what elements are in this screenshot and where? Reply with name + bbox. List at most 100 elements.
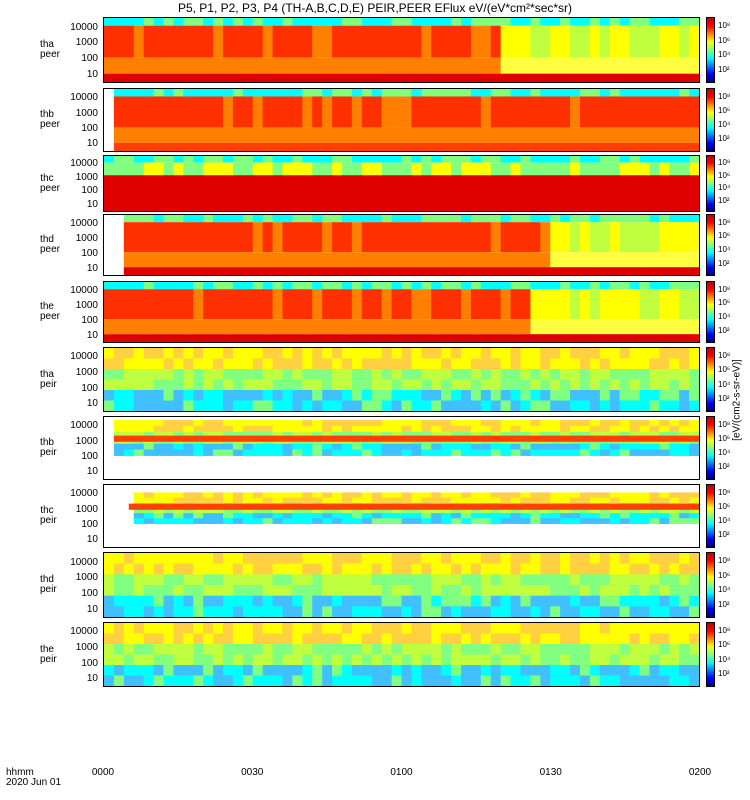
peir-cell: [570, 654, 581, 666]
peir-cell: [609, 358, 621, 370]
peer-main-cell: [421, 222, 432, 253]
peer-main-cell: [451, 289, 462, 320]
peir-cell: [143, 518, 155, 524]
peer-mid-cell: [351, 57, 363, 74]
peir-cell: [203, 348, 214, 359]
peir-cell: [381, 623, 393, 634]
peir-cell: [183, 431, 194, 439]
peer-low-cell: [232, 267, 244, 275]
peir-cell: [649, 507, 660, 514]
peir-cell: [232, 654, 244, 666]
peer-low-cell: [639, 267, 650, 275]
peir-cell: [520, 390, 531, 401]
peir-cell: [679, 369, 690, 380]
peir-cell: [421, 431, 432, 439]
peir-cell: [649, 449, 660, 456]
peer-mid-cell: [292, 127, 303, 143]
peir-cell: [629, 585, 640, 597]
chart-title: P5, P1, P2, P3, P4 (TH-A,B,C,D,E) PEIR,P…: [177, 1, 573, 15]
peer-mid-cell: [639, 57, 650, 74]
peir-cell: [302, 425, 313, 433]
peer-main-cell: [232, 96, 244, 128]
colorbar-thc-peer: [706, 155, 715, 212]
y-tick-label: 10000: [70, 351, 98, 363]
peir-cell: [381, 443, 393, 451]
peir-cell: [262, 623, 274, 634]
peer-top-cell: [470, 18, 482, 26]
peir-cell: [232, 553, 244, 565]
peer-top-cell: [639, 18, 650, 26]
peer-main-cell: [659, 25, 670, 58]
peir-cell: [609, 449, 621, 456]
peer-main-cell: [570, 25, 581, 58]
peir-cell: [609, 563, 621, 575]
peir-cell: [401, 585, 412, 597]
peir-cell: [649, 518, 660, 524]
peer-top-cell: [589, 282, 601, 290]
peir-cell: [193, 420, 204, 427]
peir-cell: [629, 675, 640, 686]
peir-cell: [451, 623, 462, 634]
colorbar-tick-label: 10⁶: [718, 106, 731, 116]
peir-cell: [401, 513, 412, 519]
peir-cell: [153, 606, 164, 617]
peir-cell: [113, 585, 125, 597]
y-tick-label: 100: [81, 518, 98, 530]
peer-main-cell: [411, 96, 422, 128]
peer-mid-cell: [441, 252, 452, 268]
peir-cell: [520, 563, 531, 575]
peir-cell: [490, 513, 502, 519]
peer-top-cell: [619, 282, 631, 290]
peer-mid-cell: [599, 252, 611, 268]
peir-cell: [302, 497, 313, 504]
peir-cell: [599, 518, 611, 524]
peer-top-cell: [510, 18, 521, 26]
peir-cell: [461, 665, 472, 676]
peir-cell: [302, 449, 313, 456]
peir-cell: [589, 563, 601, 575]
peir-cell: [133, 574, 145, 586]
peer-low-cell: [510, 334, 521, 342]
peer-main-cell: [490, 222, 502, 253]
peer-top-cell: [679, 215, 690, 223]
peer-main-cell: [461, 96, 472, 128]
peir-cell: [421, 348, 432, 359]
peir-cell: [262, 665, 274, 676]
peer-top-cell: [431, 18, 442, 26]
peir-cell: [689, 497, 699, 504]
peer-mid-cell: [113, 57, 125, 74]
peer-mid-cell: [669, 252, 680, 268]
peir-cell: [451, 513, 462, 519]
peer-low-cell: [272, 73, 283, 82]
peir-cell: [401, 449, 412, 456]
peer-low-cell: [342, 73, 353, 82]
peir-cell: [470, 633, 482, 645]
y-tick-label: 10: [86, 398, 98, 410]
peir-cell: [679, 420, 690, 427]
peir-cell: [361, 425, 373, 433]
peir-cell: [679, 400, 690, 411]
peir-cell: [639, 497, 650, 504]
peer-mid-cell: [560, 319, 571, 335]
peer-low-cell: [401, 267, 412, 275]
peir-cell: [123, 420, 135, 427]
y-tick-label: 1000: [75, 171, 98, 183]
peer-top-cell: [451, 282, 462, 290]
peir-cell: [599, 400, 611, 411]
peir-cell: [649, 513, 660, 519]
peir-cell: [669, 665, 680, 676]
peer-top-cell: [470, 282, 482, 290]
peir-cell: [421, 390, 432, 401]
peir-cell: [540, 606, 551, 617]
peer-mid-cell: [649, 57, 660, 74]
peer-top-cell: [510, 282, 521, 290]
peer-mid-cell: [669, 319, 680, 335]
peer-top-cell: [689, 89, 699, 97]
peir-cell: [510, 507, 521, 514]
peer-main-cell: [500, 289, 512, 320]
peir-cell: [649, 348, 660, 359]
peir-cell: [173, 654, 184, 666]
y-tick-label: 10000: [70, 21, 98, 33]
peir-cell: [133, 507, 145, 514]
peir-cell: [173, 431, 184, 439]
